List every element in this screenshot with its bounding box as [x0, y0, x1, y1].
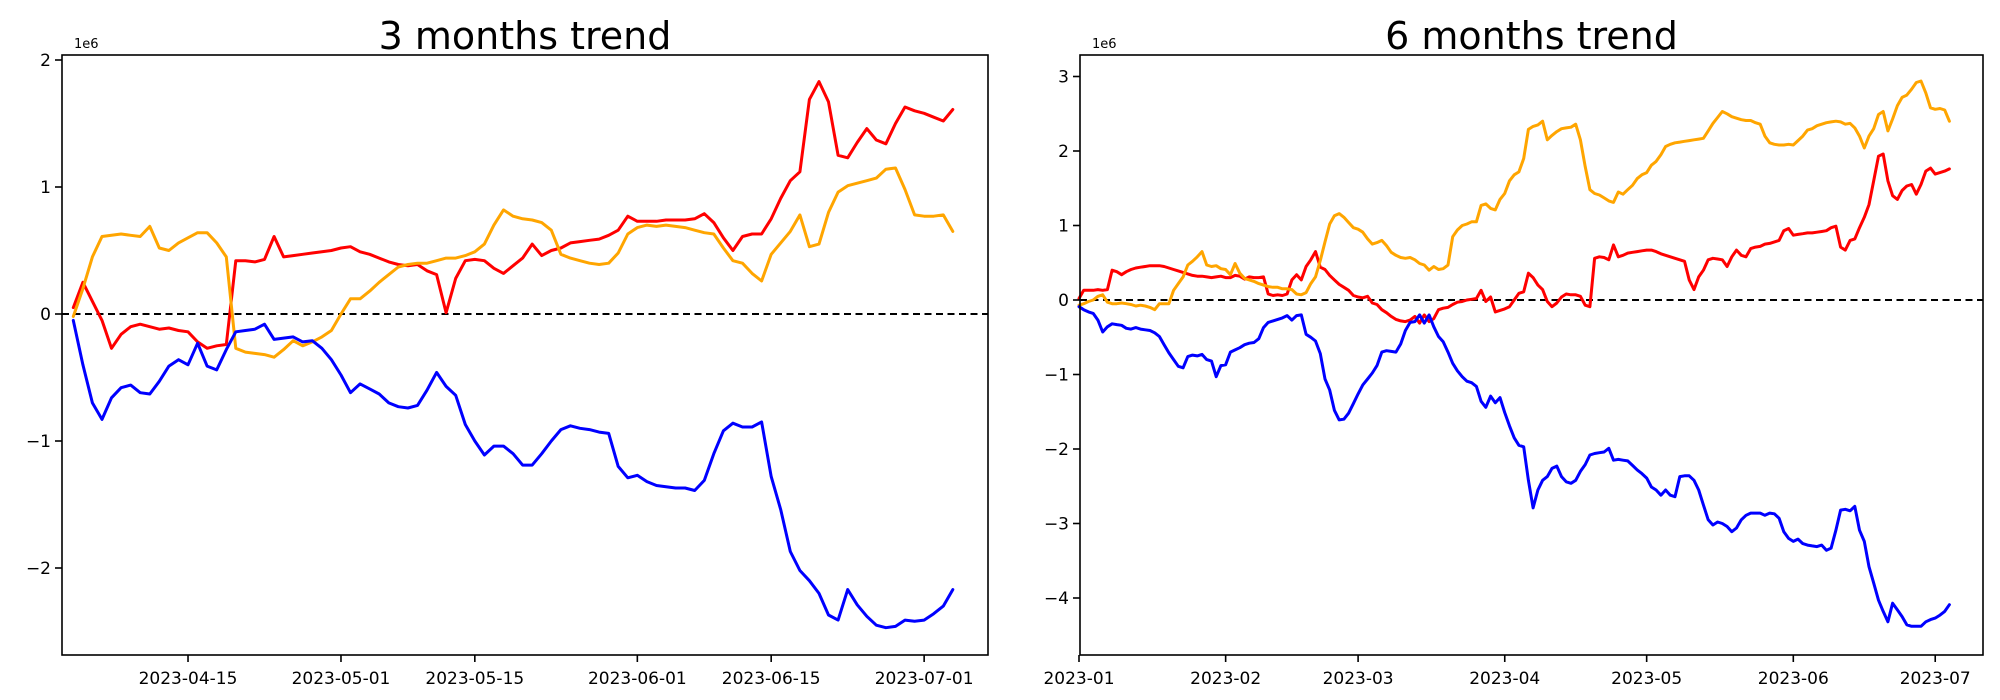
y-tick-label: −2 — [1044, 440, 1069, 460]
plot-border — [1079, 54, 1984, 656]
y-tick-label: −4 — [1044, 589, 1069, 609]
chart-3-months-trend: 2023-04-15 2023-05-01 2023-05-15 2023-06-01… — [26, 37, 989, 689]
axis-offset-label: 1e6 — [1092, 37, 1117, 52]
y-tick-label: −2 — [26, 559, 51, 579]
series-line-orange — [71, 166, 955, 359]
y-tick-label: 2 — [1058, 142, 1069, 162]
y-tick-label: 1 — [1058, 217, 1069, 237]
series-line-blue — [71, 318, 955, 630]
x-tick-label: 2023-05 — [1611, 669, 1682, 689]
series-line-blue — [1077, 305, 1951, 628]
x-tick-label: 2023-01 — [1043, 669, 1114, 689]
series-line-red — [1077, 152, 1951, 325]
y-tick-label: 3 — [1058, 68, 1069, 88]
chart-title-6-months: 6 months trend — [1385, 14, 1678, 58]
y-tick-label: 0 — [40, 305, 51, 325]
y-tick-label: −1 — [26, 432, 51, 452]
y-tick-label: 2 — [40, 51, 51, 71]
y-tick-label: 1 — [40, 178, 51, 198]
x-tick-label: 2023-05-01 — [292, 669, 391, 689]
series-line-red — [71, 80, 955, 350]
plot-border — [61, 54, 989, 656]
x-tick-label: 2023-06-01 — [588, 669, 687, 689]
y-tick-label: −3 — [1044, 515, 1069, 535]
series-line-orange — [1077, 79, 1951, 312]
x-tick-label: 2023-04 — [1469, 669, 1540, 689]
axis-offset-label: 1e6 — [74, 37, 99, 52]
x-tick-label: 2023-03 — [1323, 669, 1394, 689]
y-tick-label: 0 — [1058, 291, 1069, 311]
x-tick-label: 2023-06 — [1758, 669, 1829, 689]
x-tick-label: 2023-04-15 — [139, 669, 238, 689]
x-tick-label: 2023-02 — [1190, 669, 1261, 689]
x-tick-label: 2023-07 — [1900, 669, 1971, 689]
chart-6-months-trend: 2023-01 2023-02 2023-03 2023-04 2023-05 2023-… — [1043, 37, 1984, 689]
x-tick-label: 2023-07-01 — [875, 669, 974, 689]
y-tick-label: −1 — [1044, 366, 1069, 386]
x-tick-label: 2023-05-15 — [425, 669, 524, 689]
chart-title-3-months: 3 months trend — [378, 14, 672, 58]
x-tick-label: 2023-06-15 — [722, 669, 821, 689]
